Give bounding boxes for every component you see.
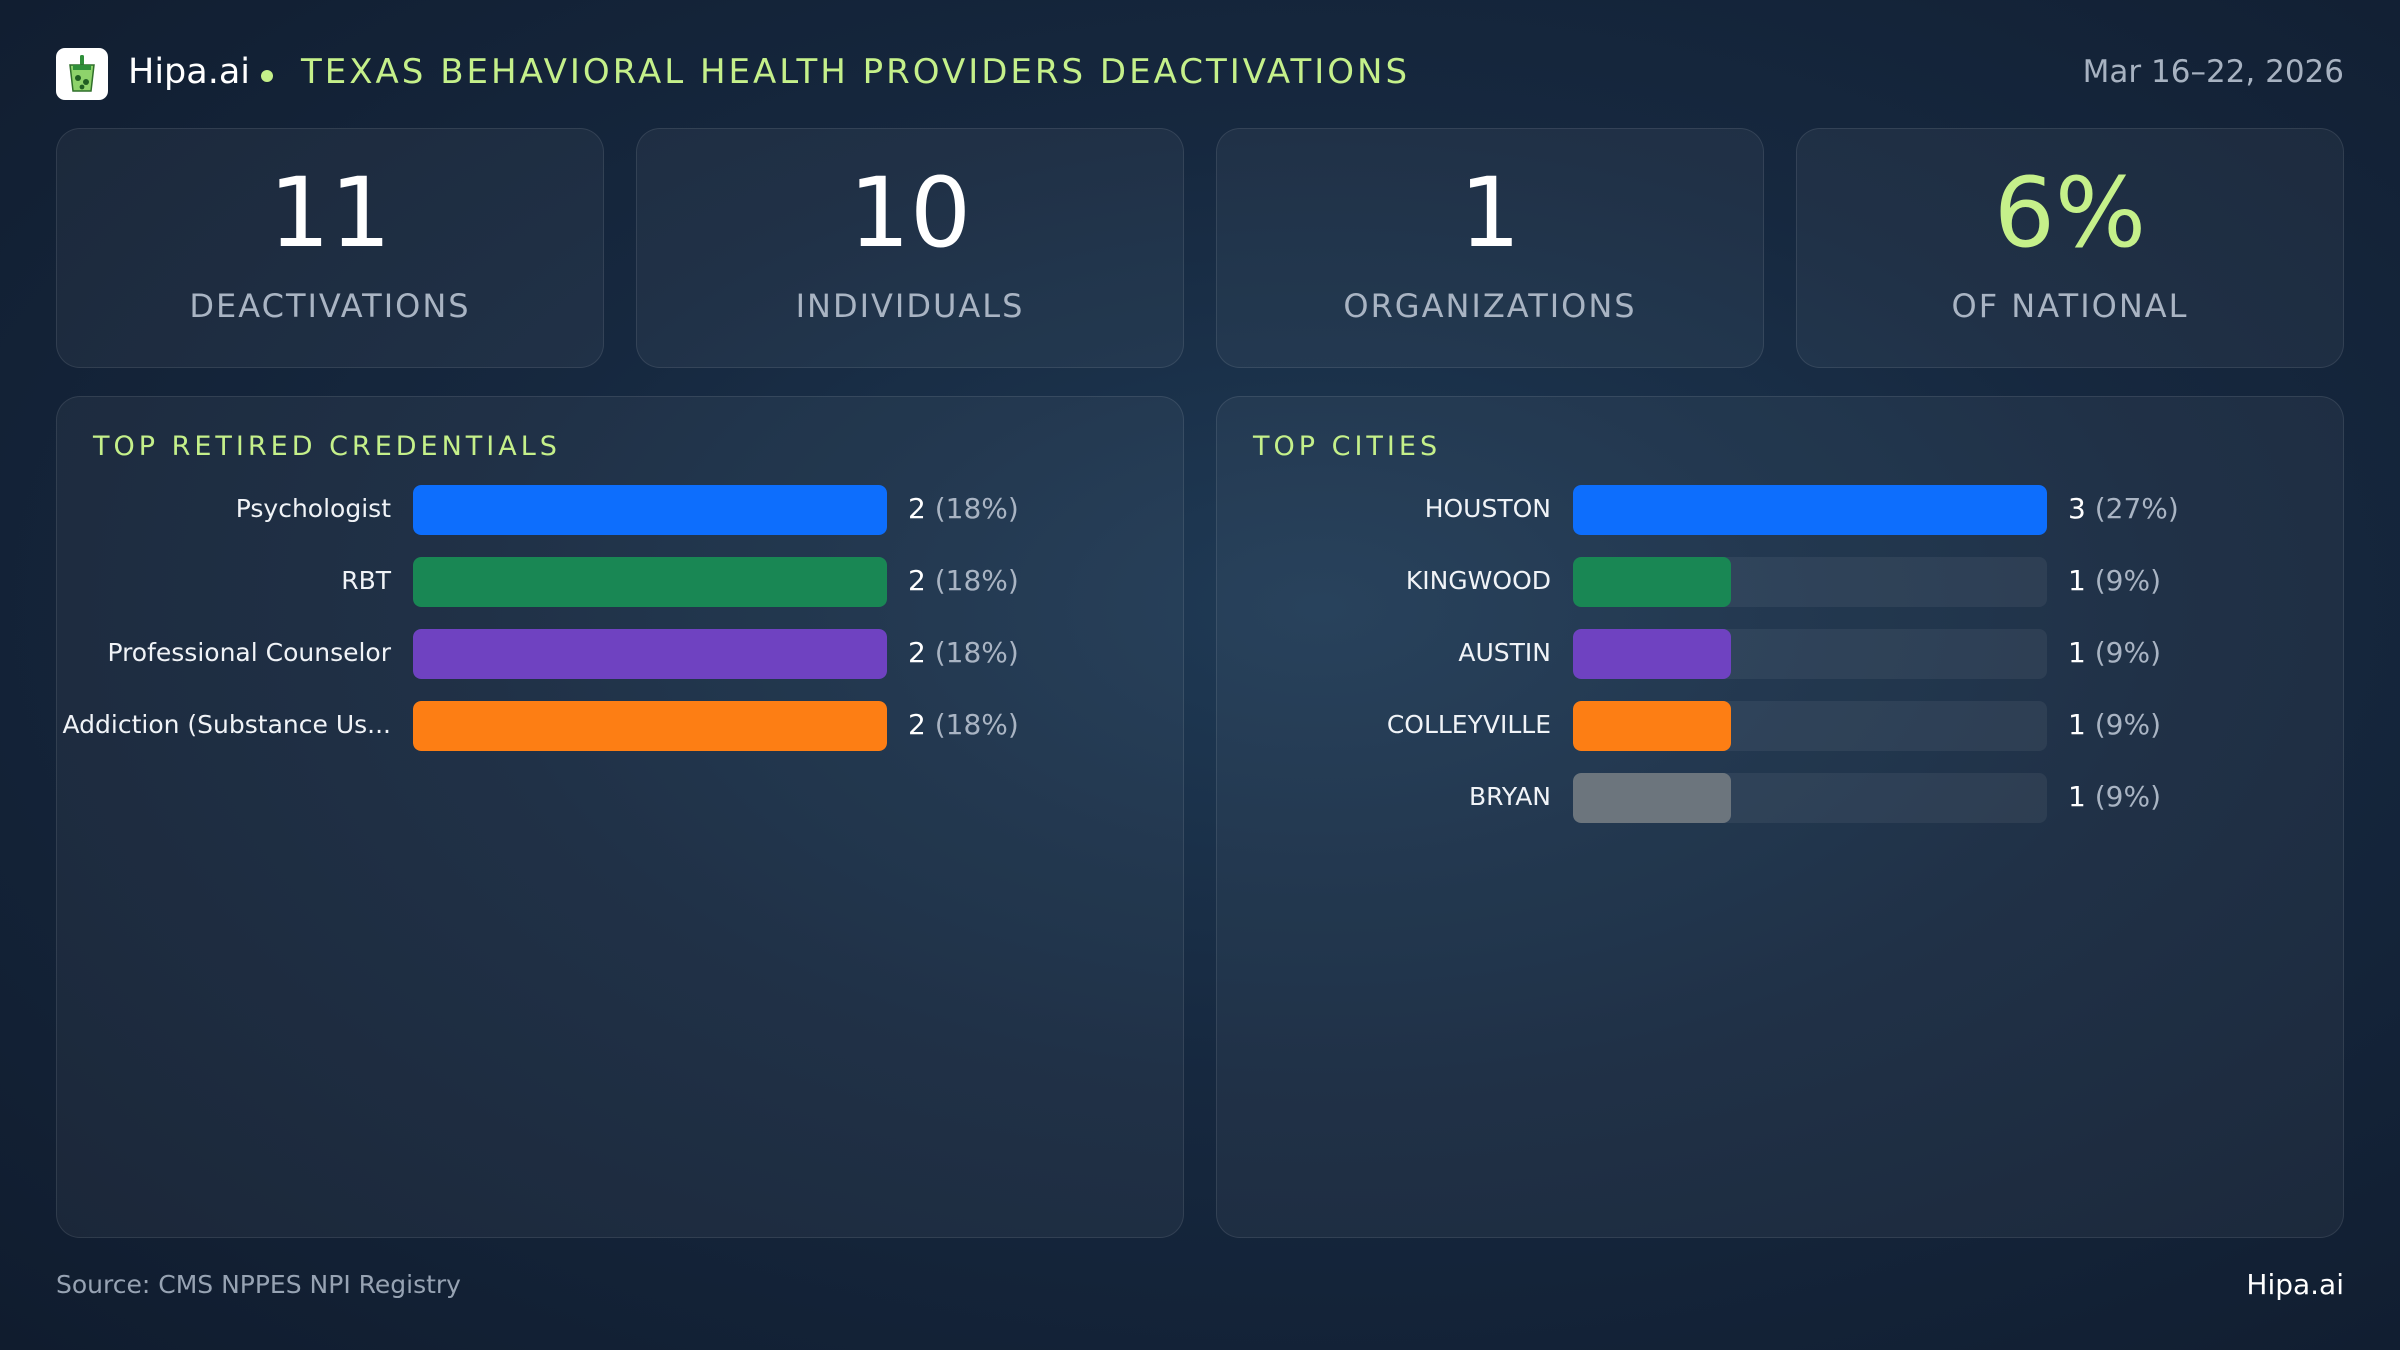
bar-value-label: 1 (9%) (2068, 564, 2161, 597)
source-note: Source: CMS NPPES NPI Registry (56, 1270, 461, 1299)
kpi-label: OF NATIONAL (1951, 287, 2189, 325)
bar-count: 3 (2068, 492, 2086, 525)
bar-category-label: Psychologist (235, 494, 391, 523)
date-range: Mar 16–22, 2026 (2082, 54, 2344, 90)
bar-percent: (18%) (934, 636, 1019, 669)
bar-category-label: Professional Counselor (107, 638, 391, 667)
bar-row: HOUSTON 3 (27%) (1217, 485, 2343, 535)
bar (1573, 773, 1731, 823)
bar-row: AUSTIN 1 (9%) (1217, 629, 2343, 679)
kpi-card-deactivations: 11 DEACTIVATIONS (56, 128, 604, 368)
brand-logo (56, 48, 108, 100)
bar-value-label: 1 (9%) (2068, 636, 2161, 669)
kpi-label: INDIVIDUALS (795, 287, 1025, 325)
kpi-label: ORGANIZATIONS (1343, 287, 1637, 325)
bar (413, 629, 887, 679)
bar-value-label: 2 (18%) (908, 708, 1019, 741)
bar-track (413, 557, 887, 607)
bar-count: 1 (2068, 780, 2086, 813)
bar-track (413, 701, 887, 751)
bar-track (413, 629, 887, 679)
bar-track (1573, 629, 2047, 679)
kpi-card-organizations: 1 ORGANIZATIONS (1216, 128, 1764, 368)
title-separator-dot (261, 70, 273, 82)
chart-title: TOP CITIES (1253, 431, 1442, 462)
bar-row: Psychologist 2 (18%) (57, 485, 1183, 535)
bar (1573, 629, 1731, 679)
bar (1573, 485, 2047, 535)
bar-category-label: Addiction (Substance Us... (62, 710, 392, 739)
bar-row: Addiction (Substance Us... 2 (18%) (57, 701, 1183, 751)
bar-category-label: KINGWOOD (1405, 566, 1551, 595)
kpi-card-individuals: 10 INDIVIDUALS (636, 128, 1184, 368)
bar-row: Professional Counselor 2 (18%) (57, 629, 1183, 679)
bar-row: COLLEYVILLE 1 (9%) (1217, 701, 2343, 751)
bar (1573, 701, 1731, 751)
bar-value-label: 1 (9%) (2068, 708, 2161, 741)
bar-percent: (9%) (2094, 636, 2162, 669)
kpi-card-national-share: 6% OF NATIONAL (1796, 128, 2344, 368)
bar-percent: (18%) (934, 492, 1019, 525)
footer-brand: Hipa.ai (2246, 1268, 2344, 1301)
bar-track (1573, 773, 2047, 823)
bar-count: 1 (2068, 564, 2086, 597)
bar-row: BRYAN 1 (9%) (1217, 773, 2343, 823)
brand-name: Hipa.ai (128, 52, 251, 92)
bar-category-label: BRYAN (1468, 782, 1551, 811)
bar-value-label: 2 (18%) (908, 564, 1019, 597)
page-title: TEXAS BEHAVIORAL HEALTH PROVIDERS DEACTI… (301, 52, 1411, 92)
credentials-chart-panel: TOP RETIRED CREDENTIALS Psychologist 2 (1… (56, 396, 1184, 1238)
kpi-label: DEACTIVATIONS (189, 287, 471, 325)
bar-row: RBT 2 (18%) (57, 557, 1183, 607)
chart-title: TOP RETIRED CREDENTIALS (93, 431, 561, 462)
bar-count: 1 (2068, 636, 2086, 669)
bar-count: 2 (908, 708, 926, 741)
bar-percent: (27%) (2094, 492, 2179, 525)
bar-category-label: AUSTIN (1458, 638, 1551, 667)
bar-track (1573, 485, 2047, 535)
bar-count: 2 (908, 636, 926, 669)
bar-row: KINGWOOD 1 (9%) (1217, 557, 2343, 607)
bar (413, 557, 887, 607)
bar-percent: (9%) (2094, 564, 2162, 597)
bar-percent: (9%) (2094, 708, 2162, 741)
bar-value-label: 3 (27%) (2068, 492, 2179, 525)
cities-chart-panel: TOP CITIES HOUSTON 3 (27%) KINGWOOD 1 (9%) A… (1216, 396, 2344, 1238)
bar-category-label: HOUSTON (1424, 494, 1551, 523)
bar (413, 701, 887, 751)
bar-count: 2 (908, 492, 926, 525)
kpi-value: 11 (268, 157, 392, 269)
header: Hipa.ai TEXAS BEHAVIORAL HEALTH PROVIDER… (56, 46, 2344, 102)
bar-value-label: 1 (9%) (2068, 780, 2161, 813)
kpi-value: 6% (1993, 157, 2147, 269)
bar-track (1573, 701, 2047, 751)
bar-count: 1 (2068, 708, 2086, 741)
kpi-value: 10 (848, 157, 972, 269)
drink-cup-icon (69, 55, 95, 92)
bar-category-label: RBT (341, 566, 391, 595)
bar-track (413, 485, 887, 535)
bar (1573, 557, 1731, 607)
bar-percent: (18%) (934, 708, 1019, 741)
bar-value-label: 2 (18%) (908, 492, 1019, 525)
bar (413, 485, 887, 535)
bar-percent: (18%) (934, 564, 1019, 597)
bar-category-label: COLLEYVILLE (1386, 710, 1551, 739)
bar-track (1573, 557, 2047, 607)
kpi-value: 1 (1459, 157, 1521, 269)
bar-value-label: 2 (18%) (908, 636, 1019, 669)
bar-count: 2 (908, 564, 926, 597)
bar-percent: (9%) (2094, 780, 2162, 813)
